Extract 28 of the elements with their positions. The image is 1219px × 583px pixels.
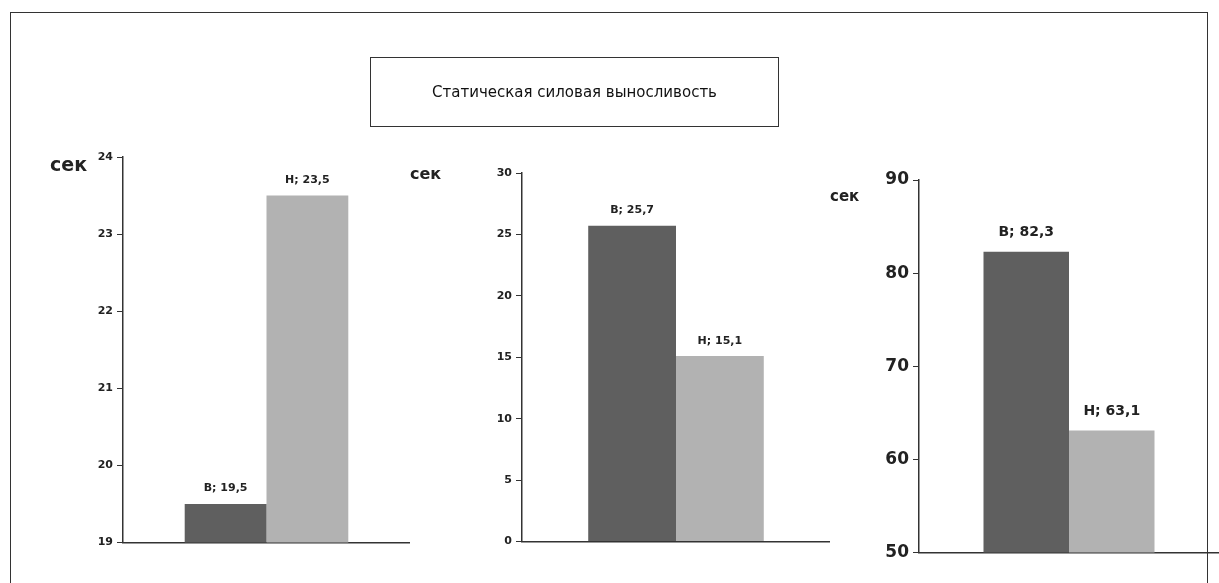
y-tick-label: 30 [496, 165, 513, 179]
y-tick-label: 20 [97, 458, 114, 472]
y-axis-title: сек [830, 187, 860, 205]
y-tick-label: 19 [97, 535, 113, 549]
data-label: В; 82,3 [998, 222, 1055, 239]
y-axis-title: сек [50, 153, 88, 175]
y-tick-label: 80 [885, 261, 910, 282]
data-label: Н; 15,1 [697, 333, 743, 347]
y-tick-label: 5 [504, 473, 512, 487]
y-tick-label: 15 [496, 350, 512, 364]
y-tick-label: 21 [97, 381, 113, 395]
y-tick-label: 0 [504, 534, 513, 548]
data-label: В; 19,5 [203, 481, 248, 495]
y-tick-label: 25 [496, 227, 512, 241]
y-tick-label: 20 [496, 288, 513, 302]
y-tick-label: 10 [496, 411, 513, 425]
y-tick-label: 60 [885, 447, 910, 468]
data-label: В; 25,7 [610, 203, 654, 217]
y-tick-label: 23 [97, 226, 113, 240]
chart-title: Статическая силовая выносливость [370, 57, 779, 127]
y-tick-label: 70 [885, 354, 910, 375]
y-axis-title: сек [410, 164, 442, 183]
y-tick-label: 90 [885, 168, 910, 189]
data-label: Н; 63,1 [1083, 401, 1141, 418]
y-tick-label: 50 [885, 541, 910, 562]
y-tick-label: 24 [97, 149, 114, 163]
y-tick-label: 22 [97, 304, 113, 318]
data-label: Н; 23,5 [285, 173, 330, 187]
